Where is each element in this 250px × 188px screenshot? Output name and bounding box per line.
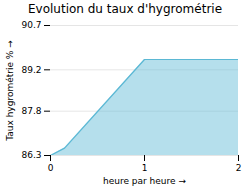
- svg-text:1: 1: [142, 163, 148, 173]
- svg-text:2: 2: [236, 163, 242, 173]
- svg-text:90.7: 90.7: [21, 20, 41, 30]
- svg-text:87.8: 87.8: [21, 106, 41, 116]
- svg-text:heure par heure →: heure par heure →: [103, 176, 186, 186]
- svg-text:86.3: 86.3: [21, 150, 41, 160]
- html-text:Evolution du taux d'hygrométri: Evolution du taux d'hygrométrie: [28, 2, 222, 16]
- svg-text:Taux hygrométrie % →: Taux hygrométrie % →: [5, 40, 15, 142]
- svg-text:0: 0: [48, 163, 54, 173]
- svg-text:89.2: 89.2: [21, 65, 41, 75]
